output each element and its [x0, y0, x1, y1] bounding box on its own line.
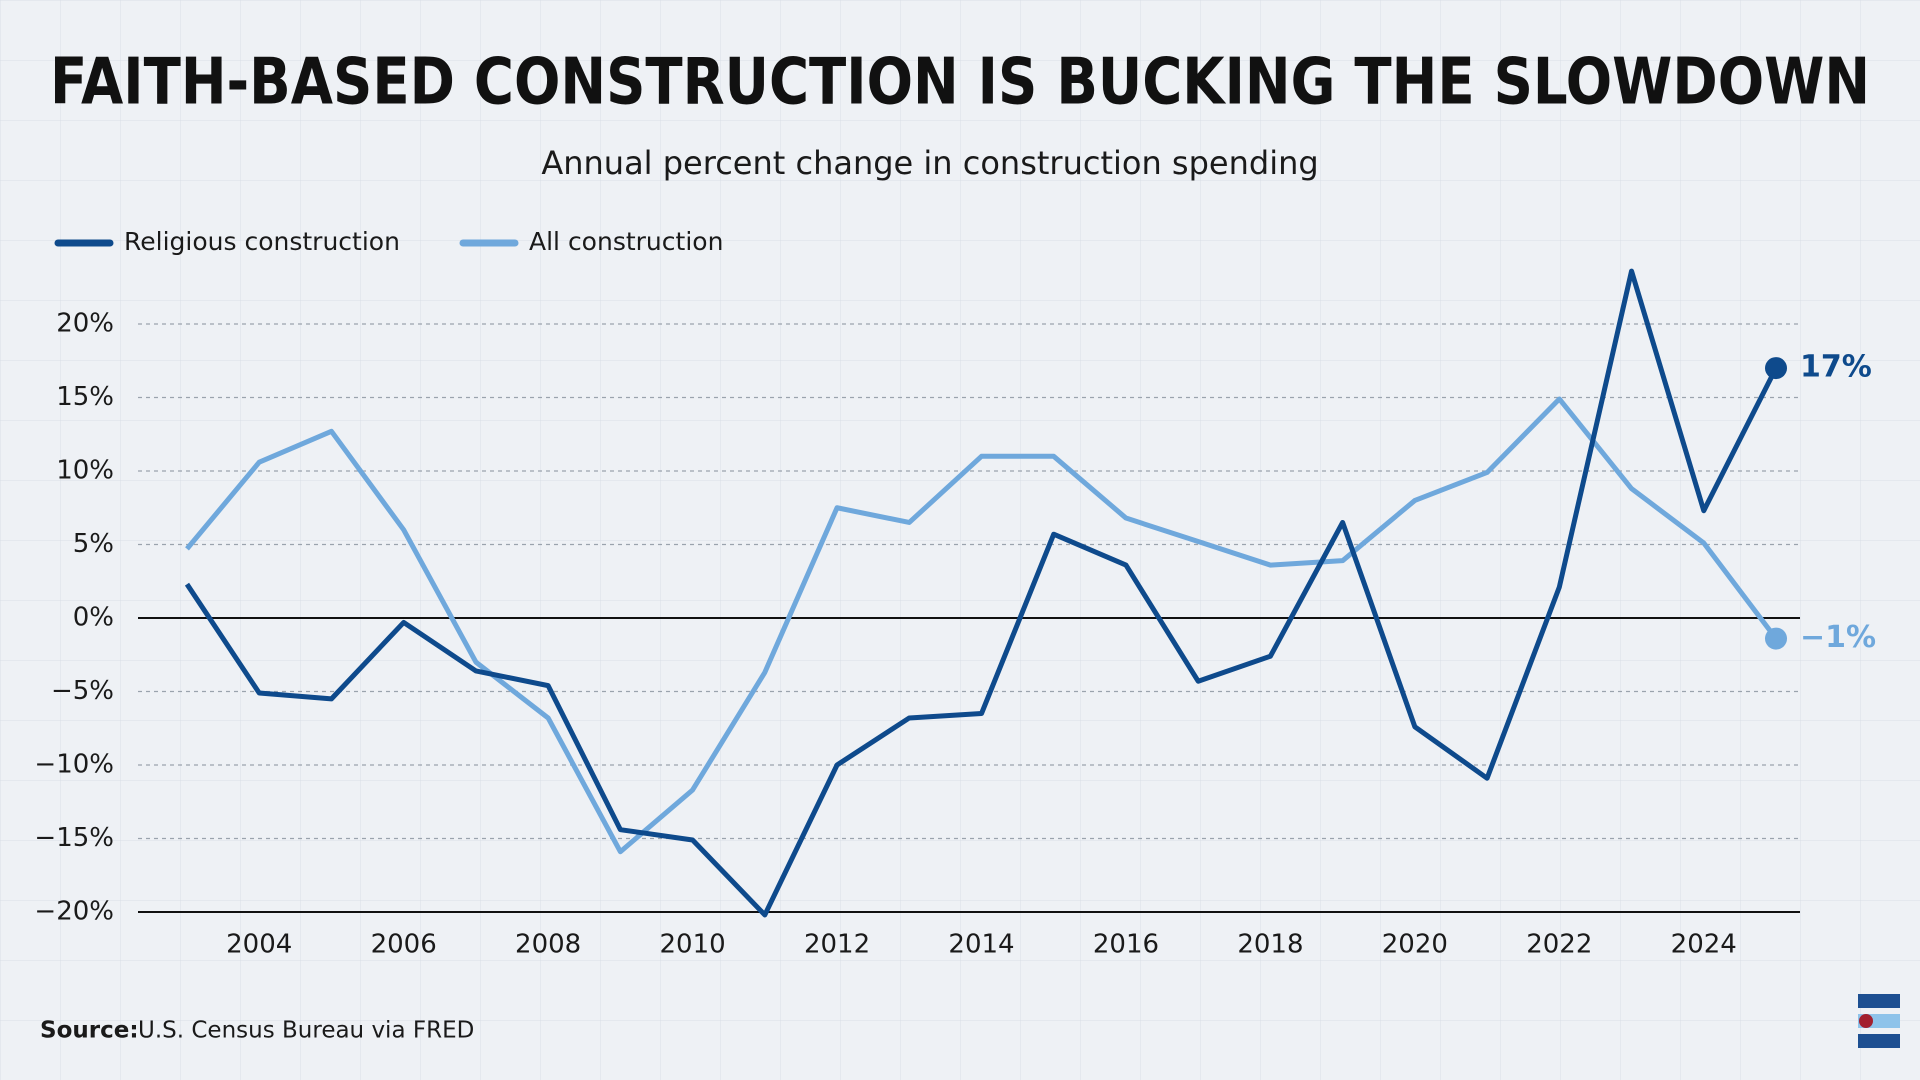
y-tick-label: 5% — [73, 529, 114, 559]
x-tick-label: 2018 — [1237, 930, 1303, 960]
logo-bar — [1858, 994, 1900, 1008]
end-point — [1765, 627, 1787, 650]
chart-subtitle: Annual percent change in construction sp… — [541, 144, 1318, 182]
legend-label: All construction — [529, 227, 723, 256]
x-tick-label: 2016 — [1093, 930, 1159, 960]
series-line — [185, 396, 1778, 855]
x-tick-label: 2024 — [1671, 930, 1737, 960]
x-tick-label: 2014 — [948, 930, 1014, 960]
logo-dot — [1859, 1014, 1873, 1028]
y-tick-label: −20% — [34, 897, 114, 927]
chart-title: FAITH-BASED CONSTRUCTION IS BUCKING THE … — [50, 46, 1870, 120]
end-point — [1765, 357, 1787, 380]
legend-label: Religious construction — [124, 227, 400, 256]
x-tick-label: 2022 — [1526, 930, 1592, 960]
source-text: U.S. Census Bureau via FRED — [138, 1018, 474, 1044]
logo-bar — [1858, 1034, 1900, 1048]
x-tick-label: 2020 — [1382, 930, 1448, 960]
series-line — [184, 268, 1779, 918]
y-tick-label: −10% — [34, 750, 114, 780]
x-tick-label: 2004 — [226, 930, 292, 960]
y-tick-label: 15% — [56, 382, 114, 412]
y-tick-label: 10% — [56, 456, 114, 486]
plot-area: −20% −15% −10% −5% 0% 5% 10% 15% 20% 2004 2006 2008… — [34, 268, 1876, 960]
x-tick-label: 2006 — [371, 930, 437, 960]
logo — [1858, 994, 1900, 1048]
x-tick-label: 2008 — [515, 930, 581, 960]
source-label: Source: — [40, 1018, 139, 1044]
end-label: 17% — [1800, 350, 1872, 385]
x-tick-label: 2010 — [660, 930, 726, 960]
y-tick-label: 0% — [73, 603, 114, 633]
x-tick-label: 2012 — [804, 930, 870, 960]
y-tick-label: 20% — [56, 309, 114, 339]
y-tick-label: −15% — [34, 823, 114, 853]
y-tick-label: −5% — [51, 676, 114, 706]
end-label: −1% — [1800, 620, 1876, 655]
